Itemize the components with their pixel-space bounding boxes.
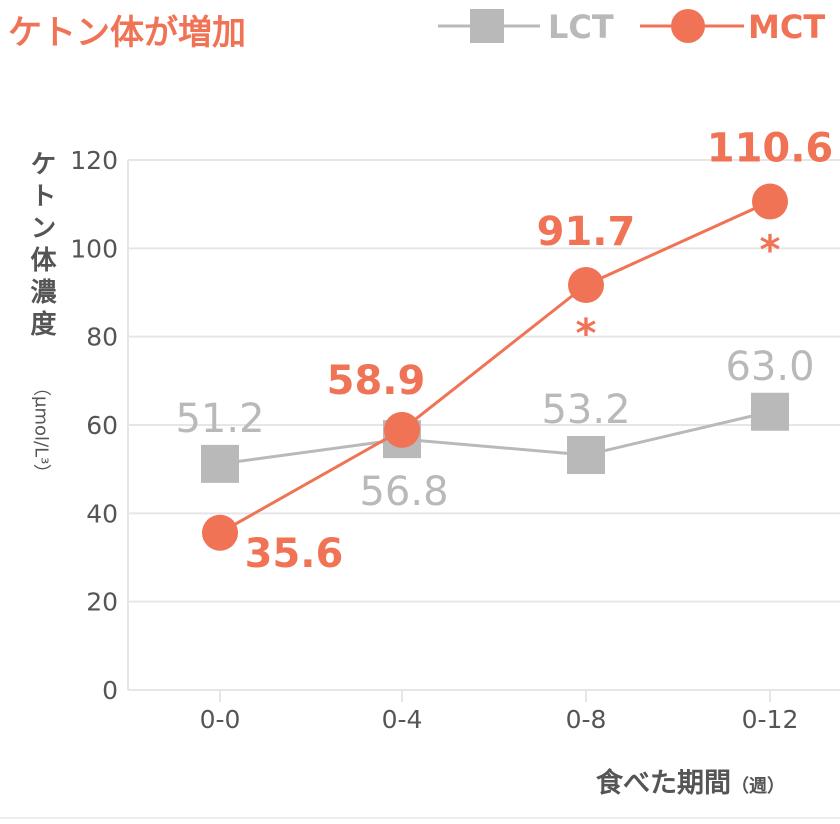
lct-label-0-12: 63.0: [725, 344, 814, 390]
mct-point-0-4: [384, 411, 420, 448]
x-tick-labels: 0-0 0-4 0-8 0-12: [200, 705, 799, 734]
x-axis-title: 食べた期間（週）: [596, 767, 785, 799]
mct-series-line: [219, 200, 771, 535]
mct-label-0-4: 58.9: [327, 358, 426, 404]
y-axis-unit: （μmol/L³）: [31, 378, 52, 482]
y-tick-80: 80: [86, 323, 118, 352]
y-tick-60: 60: [86, 411, 118, 440]
legend: LCT MCT: [438, 8, 825, 46]
mct-point-0-0: [202, 514, 238, 551]
x-axis-title-main: 食べた期間: [596, 767, 731, 799]
legend-lct-label: LCT: [548, 8, 614, 46]
mct-label-0-8: 91.7: [537, 209, 636, 255]
mct-point-0-12: [752, 183, 788, 220]
mct-point-0-8: [568, 266, 604, 303]
data-labels: 51.2 56.8 53.2 63.0 35.6 58.9 91.7 110.6: [175, 126, 833, 577]
significance-0-12: *: [760, 228, 781, 274]
y-tick-120: 120: [70, 146, 118, 175]
mct-label-0-0: 35.6: [245, 531, 344, 577]
y-tick-40: 40: [86, 499, 118, 528]
significance-marks: **: [576, 228, 781, 357]
chart-title: ケトン体が増加: [8, 13, 246, 53]
lct-series-line: [219, 410, 771, 466]
lct-label-0-0: 51.2: [175, 396, 264, 442]
grid: [127, 159, 840, 702]
y-tick-20: 20: [86, 588, 118, 617]
mct-label-0-12: 110.6: [707, 126, 834, 172]
significance-0-8: *: [576, 311, 597, 357]
legend-lct-marker: [470, 9, 504, 43]
y-axis-title: ケトン体濃度: [26, 150, 56, 342]
legend-mct-label: MCT: [748, 8, 825, 46]
y-axis-label: ケトン体濃度 （μmol/L³）: [26, 150, 56, 482]
x-tick-0-0: 0-0: [200, 705, 241, 734]
x-tick-0-12: 0-12: [742, 705, 799, 734]
y-tick-0: 0: [102, 676, 118, 705]
lct-point-0-12: [751, 392, 789, 431]
lct-point-0-8: [567, 436, 605, 475]
legend-mct-marker: [671, 9, 705, 43]
lct-point-0-0: [201, 444, 239, 483]
series: [201, 183, 789, 551]
x-tick-0-8: 0-8: [566, 705, 607, 734]
y-tick-labels: 0 20 40 60 80 100 120: [70, 146, 118, 705]
lct-label-0-4: 56.8: [359, 469, 448, 515]
x-axis-unit: （週）: [731, 776, 785, 797]
lct-label-0-8: 53.2: [541, 387, 630, 433]
x-tick-0-4: 0-4: [382, 705, 423, 734]
x-axis-label: 食べた期間（週）: [596, 767, 785, 799]
y-tick-100: 100: [70, 234, 118, 263]
